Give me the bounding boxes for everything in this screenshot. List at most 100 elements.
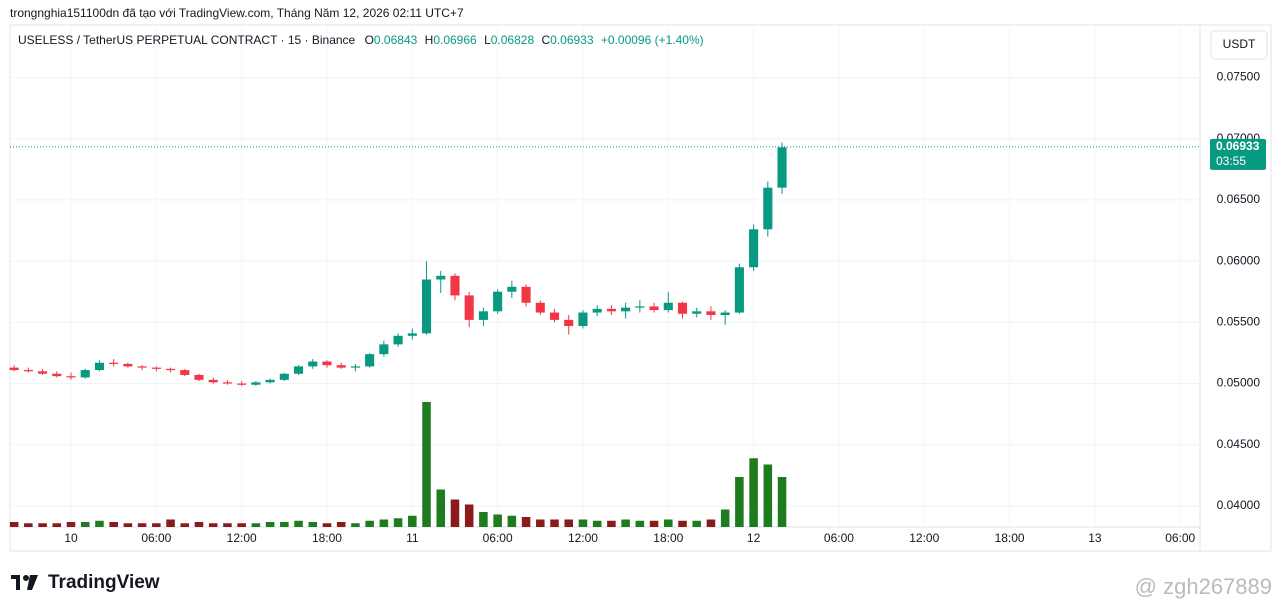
volume-bar [52,523,62,527]
candle-body [663,302,673,311]
candle-body [194,374,204,380]
ohlc-label: O [365,33,374,47]
candle-body [379,344,389,355]
x-tick-label: 12 [747,531,761,545]
volume-bar [208,523,218,527]
candle-body [293,366,304,374]
volume-bar [763,464,773,527]
candle-body [66,376,76,378]
volume-bar [180,523,190,527]
volume-bar [393,518,403,527]
volume-bar [308,522,318,527]
candle-body [265,379,275,383]
volume-bar [635,520,645,527]
volume-bar [351,523,360,527]
last-price-label: 0.06933 [1216,139,1260,153]
volume-bar [521,517,531,527]
volume-bar [578,519,588,527]
currency-button[interactable] [1210,30,1268,60]
candle-body [777,147,787,188]
volume-bar [493,514,502,527]
candle-body [493,291,503,312]
candle-body [222,382,232,384]
grid [10,25,1200,527]
candle-body [251,382,261,385]
volume-bar [280,522,289,527]
volume-bar [9,522,19,527]
candle-body [208,379,218,383]
candle-body [635,306,645,308]
x-tick-label: 06:00 [141,531,171,545]
volume-bar [564,519,574,527]
candle-body [237,383,247,385]
volume-bar [507,515,517,527]
ohlc-label: C [541,33,550,47]
candle-body [23,370,33,372]
volume-bar [379,519,389,527]
volume-bar [664,519,673,527]
candle-body [393,335,403,345]
volume-bar [166,519,175,527]
volume-bar [80,522,90,527]
candle-body [109,362,119,364]
candle-body [507,286,517,292]
x-tick-label: 06:00 [483,531,513,545]
volume-bar [336,522,346,527]
candle-body [720,312,730,315]
volume-bar [422,402,431,527]
x-tick-label: 10 [64,531,78,545]
volume-bar [550,519,559,527]
volume-bar [592,520,602,527]
candle-body [279,373,289,380]
candle-body [464,295,474,320]
candle-body [94,362,104,371]
volume-bar [408,515,417,527]
countdown: 03:55 [1216,154,1246,168]
candle-body [9,367,19,371]
candle-body [578,312,588,327]
ohlc-label: L [484,33,491,47]
candle-body [137,366,147,368]
candle-body [151,367,161,369]
volume-bar [735,477,744,527]
logo-icon [27,575,38,590]
y-tick-label: 0.04000 [1217,498,1261,512]
volume-bar [607,520,616,527]
candle-body [80,370,90,378]
x-tick-label: 18:00 [312,531,342,545]
y-tick-label: 0.06500 [1217,192,1261,206]
candle-body [407,333,417,336]
volume-bar [536,519,545,527]
candle-body [692,311,702,314]
candle-body [621,307,631,312]
candle-body [478,311,488,320]
candle-body [734,267,744,313]
volume-bar [777,477,787,527]
candle-body [763,187,773,230]
x-tick-label: 18:00 [995,531,1025,545]
volume-bar [237,523,246,527]
volume-bar [123,523,133,527]
candle-body [450,275,460,296]
logo-text: TradingView [48,572,160,593]
volume-bar [621,519,630,527]
logo-icon [16,575,20,590]
caption: trongnghia151100dn đã tạo với TradingVie… [10,6,464,20]
volume-bar [265,522,275,527]
volume-bar [223,523,232,527]
logo: TradingView [11,572,160,593]
currency-label: USDT [1223,37,1256,51]
candle-body [350,366,360,368]
x-tick-label: 11 [406,531,419,545]
candle-body [535,302,545,313]
candle-body [649,306,659,311]
volume-bar [692,520,701,527]
candle-body [592,308,602,313]
y-tick-label: 0.05500 [1217,315,1261,329]
volume-bar [720,509,730,527]
volume-bar [137,523,147,527]
logo-icon [11,575,20,579]
ohlc-value: 0.06966 [433,33,477,47]
